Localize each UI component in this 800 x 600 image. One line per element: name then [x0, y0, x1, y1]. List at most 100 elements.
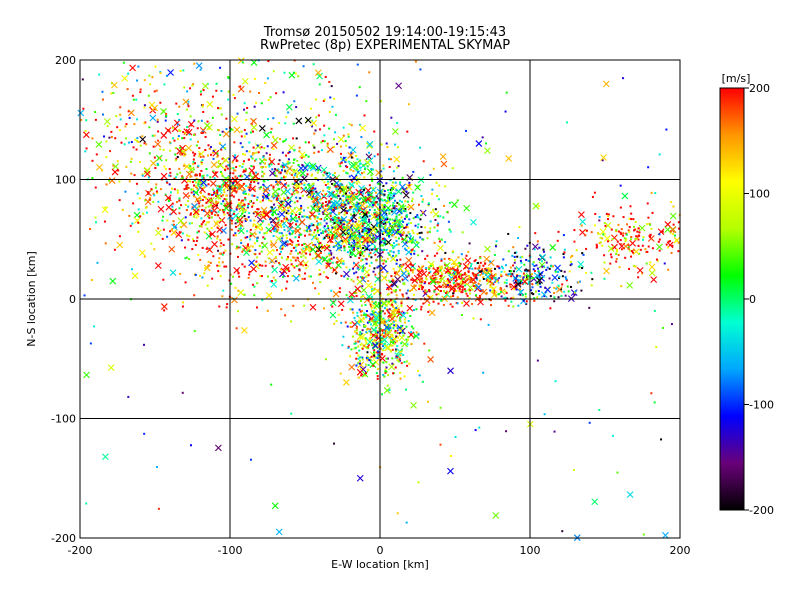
scatter-x-marker	[350, 213, 358, 221]
scatter-point	[440, 265, 443, 268]
scatter-point	[275, 198, 278, 201]
scatter-point	[410, 251, 413, 254]
scatter-x-marker	[405, 256, 413, 264]
scatter-point	[229, 273, 232, 276]
scatter-point	[366, 321, 369, 324]
scatter-point	[421, 288, 424, 291]
scatter-point	[468, 277, 471, 280]
scatter-point	[176, 173, 179, 176]
scatter-x-marker	[383, 387, 391, 394]
x-tick-label: 200	[670, 544, 691, 557]
scatter-point	[323, 257, 326, 260]
scatter-point	[466, 264, 469, 267]
scatter-point	[243, 203, 246, 206]
scatter-point	[372, 312, 375, 315]
scatter-point	[331, 234, 334, 237]
scatter-x-marker	[322, 226, 330, 234]
scatter-point	[338, 211, 341, 214]
scatter-x-marker	[314, 197, 321, 205]
scatter-point	[368, 184, 371, 187]
scatter-point	[282, 220, 285, 223]
scatter-point	[285, 172, 288, 175]
scatter-point	[271, 279, 274, 282]
scatter-point	[405, 268, 408, 271]
scatter-x-marker	[626, 491, 634, 499]
scatter-point	[438, 237, 441, 240]
scatter-point	[324, 230, 327, 233]
scatter-point	[241, 153, 244, 156]
scatter-point	[482, 371, 485, 374]
scatter-point	[669, 240, 672, 243]
scatter-point	[318, 268, 321, 271]
scatter-point	[393, 222, 396, 225]
scatter-point	[337, 217, 340, 220]
scatter-point	[307, 155, 310, 158]
scatter-point	[632, 225, 635, 228]
scatter-point	[425, 290, 428, 293]
scatter-point	[336, 247, 339, 250]
scatter-point	[285, 116, 288, 119]
scatter-point	[374, 319, 377, 322]
scatter-point	[431, 188, 434, 191]
scatter-point	[398, 213, 401, 216]
scatter-point	[615, 260, 618, 263]
scatter-point	[448, 228, 451, 231]
scatter-point	[368, 208, 371, 211]
scatter-point	[389, 280, 392, 283]
scatter-point	[297, 252, 300, 255]
scatter-point	[364, 372, 367, 375]
scatter-x-marker	[259, 213, 267, 221]
scatter-point	[506, 297, 509, 300]
scatter-point	[205, 168, 208, 171]
scatter-point	[417, 203, 420, 206]
scatter-point	[307, 141, 310, 144]
scatter-point	[296, 220, 299, 223]
scatter-point	[655, 346, 658, 349]
scatter-point	[262, 212, 265, 215]
scatter-point	[412, 217, 415, 220]
scatter-point	[241, 206, 244, 209]
scatter-point	[201, 204, 204, 207]
scatter-point	[428, 295, 431, 298]
scatter-point	[341, 344, 344, 347]
scatter-point	[163, 83, 166, 86]
scatter-x-marker	[514, 280, 522, 288]
scatter-point	[365, 258, 368, 261]
scatter-point	[242, 202, 245, 205]
scatter-point	[376, 331, 379, 334]
scatter-point	[455, 273, 458, 276]
scatter-x-marker	[150, 159, 157, 167]
scatter-point	[199, 258, 202, 261]
scatter-point	[200, 169, 203, 172]
scatter-point	[165, 114, 168, 117]
scatter-point	[511, 273, 514, 276]
scatter-point	[198, 225, 201, 228]
scatter-point	[419, 278, 422, 281]
scatter-point	[242, 160, 245, 163]
scatter-point	[376, 229, 379, 232]
scatter-point	[230, 222, 233, 225]
scatter-point	[404, 226, 407, 229]
scatter-point	[178, 118, 181, 121]
scatter-point	[335, 189, 338, 192]
scatter-point	[395, 189, 398, 192]
scatter-point	[411, 229, 414, 232]
scatter-point	[645, 262, 648, 265]
scatter-point	[452, 283, 455, 286]
scatter-point	[458, 289, 461, 292]
scatter-point	[395, 294, 398, 297]
scatter-point	[199, 68, 202, 71]
scatter-point	[560, 288, 563, 291]
scatter-point	[370, 285, 373, 288]
scatter-point	[426, 231, 429, 234]
scatter-point	[229, 167, 232, 170]
scatter-point	[142, 343, 145, 346]
scatter-point	[515, 288, 518, 291]
scatter-point	[310, 107, 313, 110]
scatter-point	[216, 235, 219, 238]
scatter-point	[349, 205, 352, 208]
scatter-point	[223, 160, 226, 163]
scatter-point	[489, 280, 492, 283]
scatter-point	[524, 278, 527, 281]
scatter-point	[162, 228, 165, 231]
